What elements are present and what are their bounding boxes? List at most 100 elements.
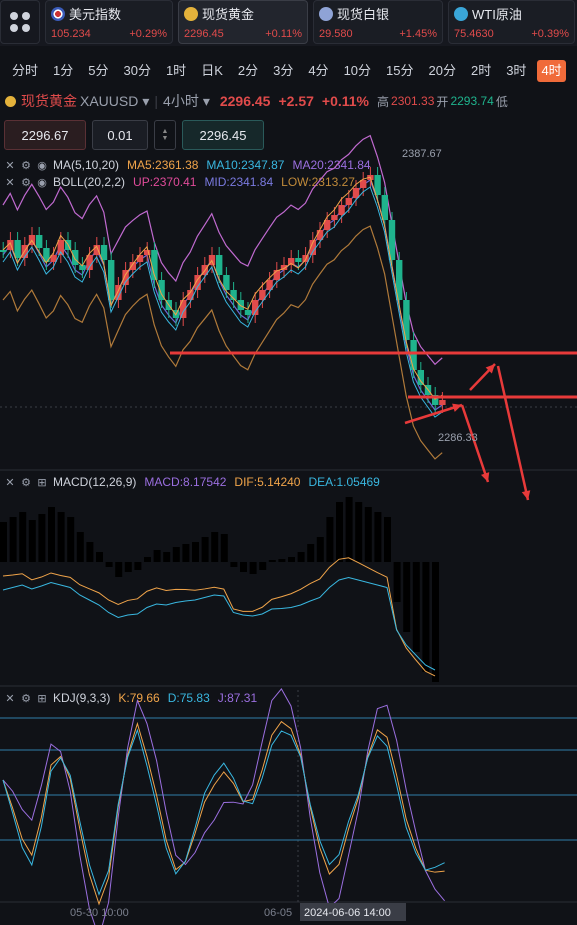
ticker-wti[interactable]: WTI原油 75.4630 +0.39% bbox=[448, 0, 575, 44]
period-dropdown-icon[interactable]: ▾ bbox=[202, 92, 210, 109]
macd-bar bbox=[384, 517, 391, 562]
gold-coin-icon bbox=[5, 95, 16, 107]
macd-bar bbox=[336, 502, 343, 562]
stepper-up-icon[interactable]: ▲ bbox=[161, 128, 169, 135]
candle-body bbox=[108, 260, 115, 300]
interval-11[interactable]: 20分 bbox=[428, 63, 456, 78]
settings-icon[interactable]: ⚙ bbox=[21, 692, 31, 705]
candle-body bbox=[21, 245, 28, 258]
interval-15[interactable]: 6时 bbox=[573, 60, 577, 82]
interval-10[interactable]: 15分 bbox=[386, 63, 414, 78]
expand-icon[interactable]: ⊞ bbox=[37, 476, 47, 489]
candle-body bbox=[396, 260, 403, 300]
macd-bar bbox=[422, 562, 430, 672]
candle-body bbox=[129, 262, 136, 270]
candle-body bbox=[324, 220, 331, 230]
candle-body bbox=[237, 300, 244, 310]
close-icon[interactable]: ✕ bbox=[5, 476, 15, 489]
macd-bar bbox=[201, 537, 209, 562]
macd-bar bbox=[163, 552, 171, 562]
macd-bar bbox=[172, 547, 180, 562]
kdj-panel bbox=[2, 688, 445, 925]
silver-coin-icon bbox=[319, 6, 333, 21]
sell-price-button[interactable]: 2296.67 bbox=[4, 120, 86, 150]
interval-9[interactable]: 10分 bbox=[343, 63, 372, 78]
interval-12[interactable]: 2时 bbox=[470, 63, 492, 78]
settings-icon[interactable]: ⚙ bbox=[21, 476, 31, 489]
interval-2[interactable]: 5分 bbox=[88, 63, 109, 78]
candle-body bbox=[288, 258, 295, 265]
interval-0[interactable]: 分时 bbox=[12, 63, 39, 78]
candle-body bbox=[367, 175, 374, 180]
ticker-name: 现货黄金 bbox=[202, 7, 255, 22]
ticker-price: 105.234 bbox=[51, 28, 91, 40]
candle-body bbox=[79, 265, 86, 270]
ma10-line bbox=[2, 186, 443, 418]
candle-body bbox=[115, 285, 122, 300]
symbol-dropdown-icon[interactable]: ▾ bbox=[142, 92, 150, 109]
macd-bar bbox=[67, 517, 75, 562]
interval-7[interactable]: 3分 bbox=[273, 63, 294, 78]
ticker-name: 现货白银 bbox=[337, 7, 390, 22]
interval-4[interactable]: 1时 bbox=[165, 63, 187, 78]
ticker-gold[interactable]: 现货黄金 2296.45 +0.11% bbox=[178, 0, 308, 44]
stepper-down-icon[interactable]: ▼ bbox=[161, 135, 169, 142]
high-marker: 2387.67 bbox=[402, 148, 442, 160]
ma10-value: MA10:2347.87 bbox=[206, 158, 285, 172]
candle-body bbox=[266, 280, 273, 290]
eye-icon[interactable]: ◉ bbox=[37, 159, 47, 172]
arrow-line bbox=[496, 365, 530, 501]
candle-body bbox=[381, 195, 388, 220]
candles bbox=[0, 167, 446, 413]
candle-body bbox=[28, 235, 36, 245]
crosshair-time-label: 2024-06-06 14:00 bbox=[304, 907, 391, 919]
macd-bar bbox=[412, 562, 420, 652]
arrow-line bbox=[460, 404, 490, 483]
macd-bar bbox=[144, 557, 151, 562]
low-label: 低 bbox=[495, 94, 508, 109]
candle-body bbox=[216, 255, 223, 275]
interval-1[interactable]: 1分 bbox=[53, 63, 74, 78]
macd-bar bbox=[28, 520, 36, 562]
j-value: J:87.31 bbox=[217, 691, 258, 705]
macd-bar bbox=[297, 552, 305, 562]
macd-bar bbox=[76, 532, 84, 562]
candle-body bbox=[201, 265, 208, 275]
candle-body bbox=[7, 240, 14, 250]
ticker-silver[interactable]: 现货白银 29.580 +1.45% bbox=[313, 0, 443, 44]
settings-icon[interactable]: ⚙ bbox=[21, 176, 31, 189]
candle-body bbox=[72, 250, 79, 265]
candle-body bbox=[388, 220, 396, 260]
ticker-price: 29.580 bbox=[319, 28, 353, 40]
candle-body bbox=[230, 290, 237, 300]
quantity-input[interactable]: 0.01 bbox=[92, 120, 148, 150]
close-icon[interactable]: ✕ bbox=[5, 176, 15, 189]
eye-icon[interactable]: ◉ bbox=[37, 176, 47, 189]
apps-grid-icon[interactable] bbox=[0, 0, 40, 44]
period-select[interactable]: 4小时 bbox=[163, 93, 199, 109]
interval-8[interactable]: 4分 bbox=[308, 63, 329, 78]
ma5-line bbox=[2, 176, 443, 400]
close-icon[interactable]: ✕ bbox=[5, 159, 15, 172]
interval-14[interactable]: 4时 bbox=[537, 60, 566, 82]
interval-5[interactable]: 日K bbox=[201, 63, 223, 78]
macd-bar bbox=[153, 550, 161, 562]
arrow-head bbox=[521, 490, 531, 500]
macd-bar bbox=[249, 562, 257, 574]
candle-body bbox=[158, 280, 165, 300]
settings-icon[interactable]: ⚙ bbox=[21, 159, 31, 172]
buy-price-button[interactable]: 2296.45 bbox=[182, 120, 264, 150]
expand-icon[interactable]: ⊞ bbox=[37, 692, 47, 705]
candle-body bbox=[151, 250, 158, 280]
candle-body bbox=[187, 290, 194, 300]
quantity-stepper[interactable]: ▲ ▼ bbox=[154, 120, 176, 150]
last-price: 2296.45 bbox=[219, 93, 271, 109]
close-icon[interactable]: ✕ bbox=[5, 692, 15, 705]
interval-6[interactable]: 2分 bbox=[237, 63, 259, 78]
interval-13[interactable]: 3时 bbox=[506, 63, 527, 78]
candle-body bbox=[439, 400, 446, 405]
ticker-usd-index[interactable]: 美元指数 105.234 +0.29% bbox=[45, 0, 173, 44]
k-value: K:79.66 bbox=[118, 691, 160, 705]
interval-3[interactable]: 30分 bbox=[123, 63, 151, 78]
candle-body bbox=[43, 248, 50, 262]
